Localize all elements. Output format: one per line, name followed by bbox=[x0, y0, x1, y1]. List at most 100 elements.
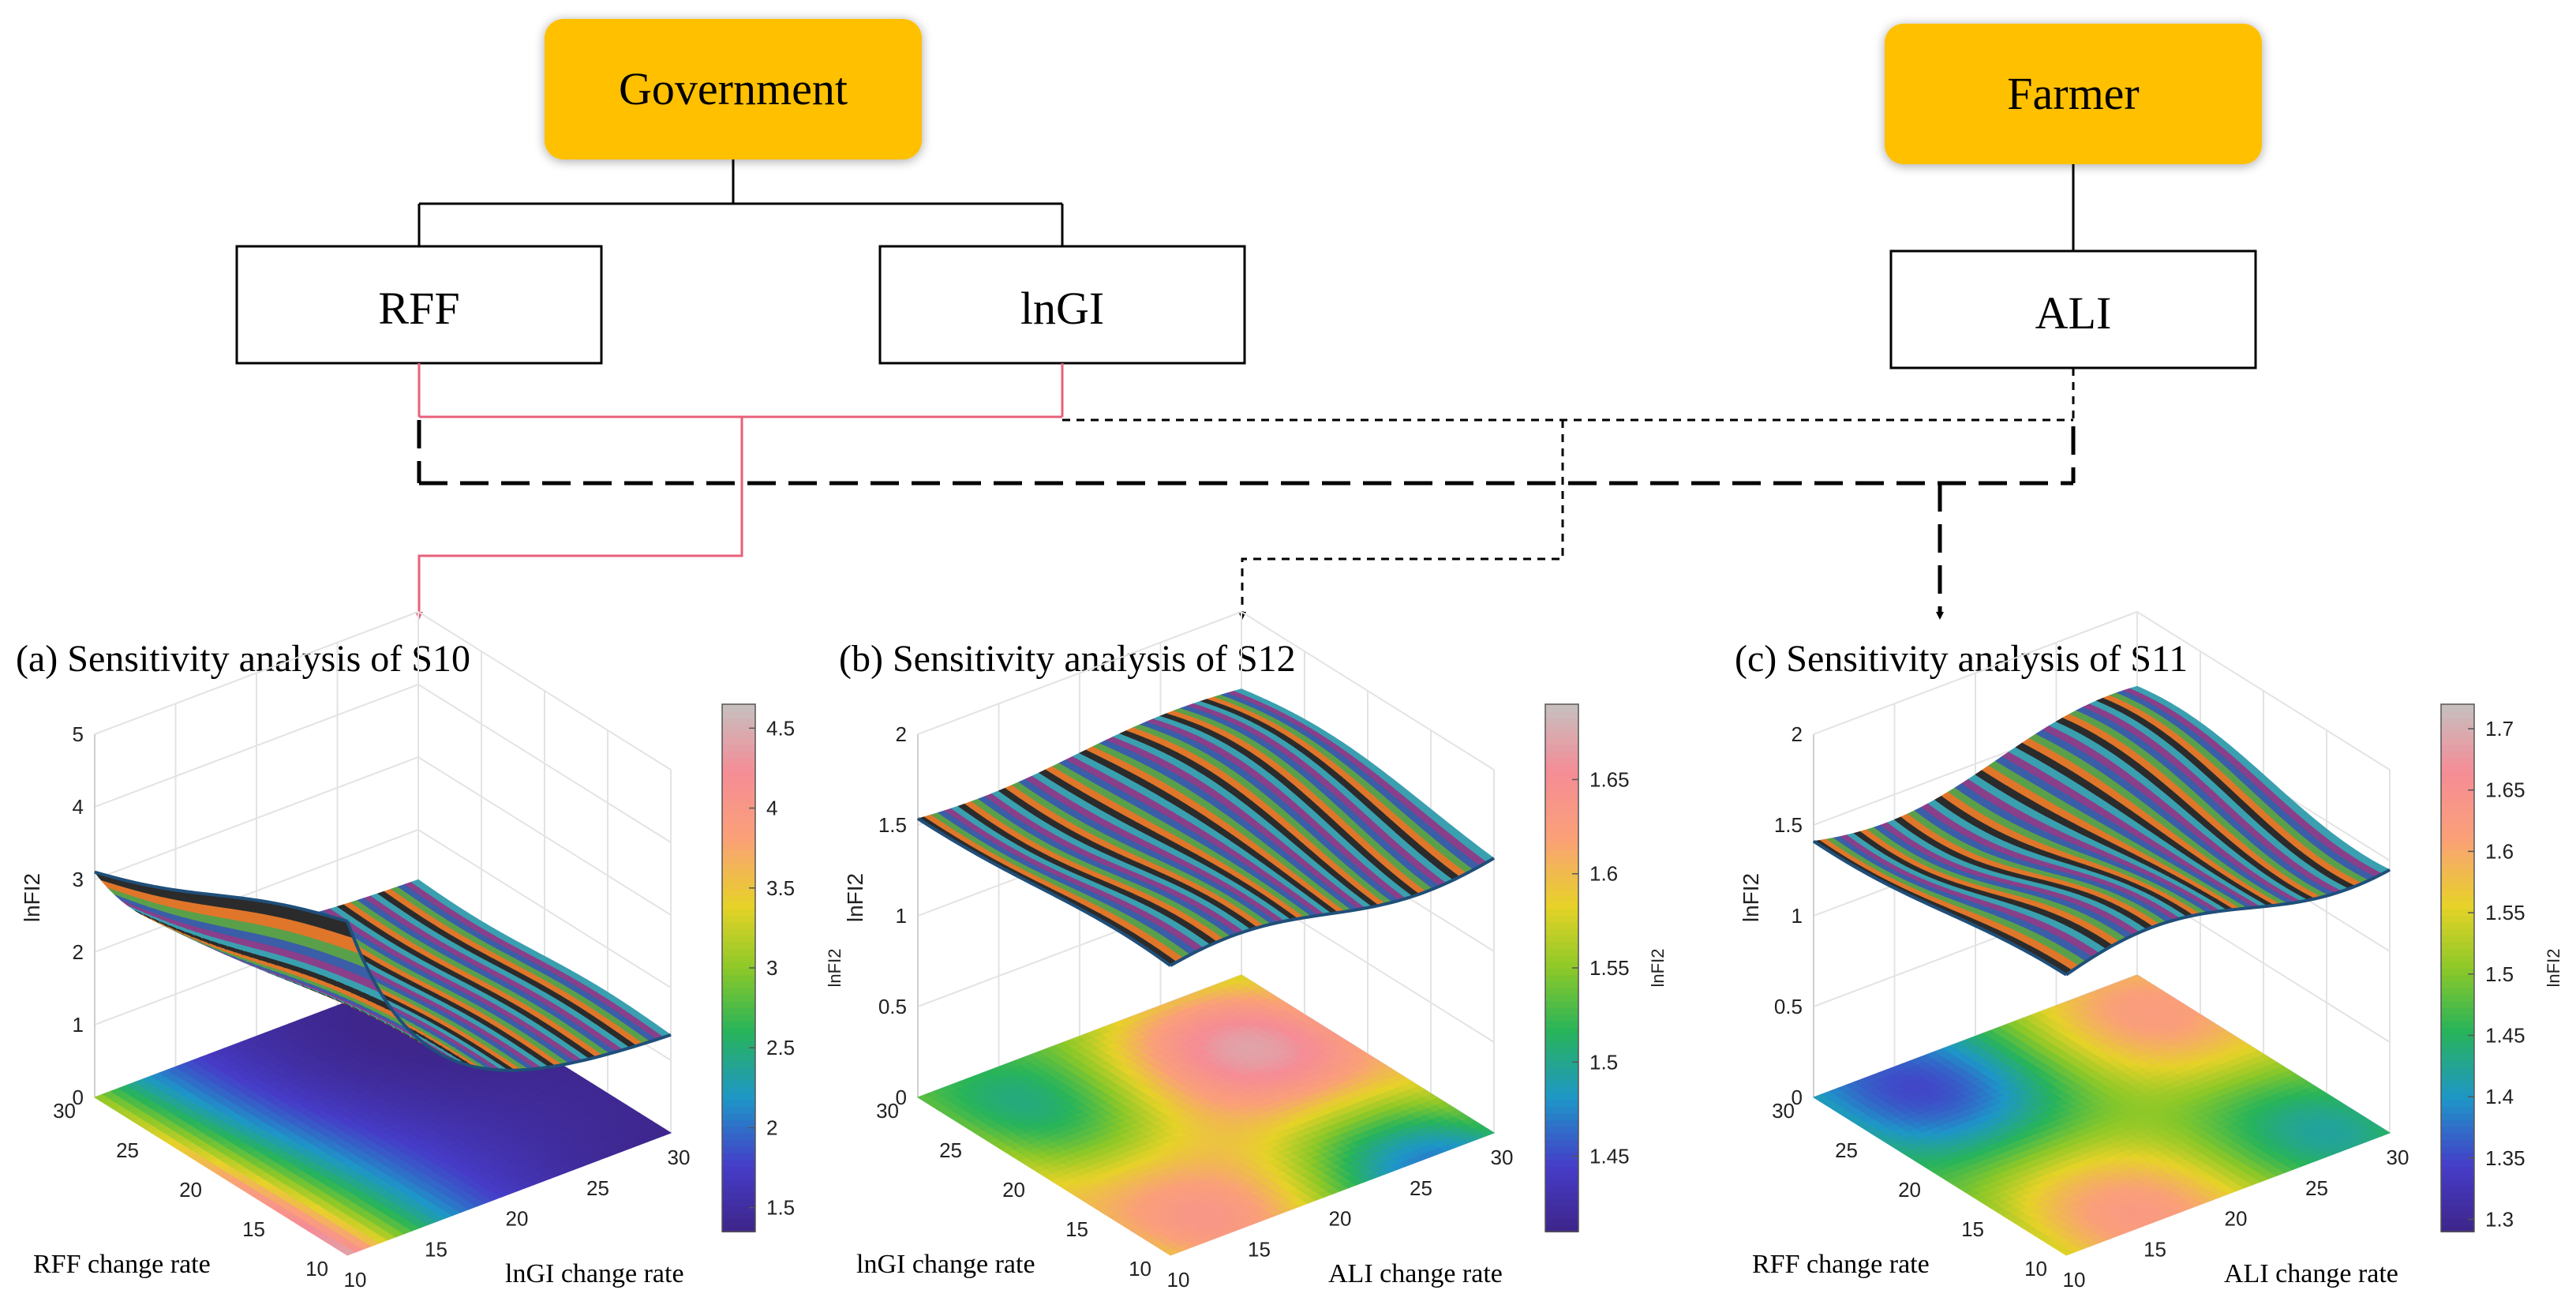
colorbar-tick-label: 1.55 bbox=[2485, 901, 2525, 924]
colorbar-label: lnFI2 bbox=[1648, 949, 1668, 988]
colorbar-tick-label: 1.45 bbox=[1589, 1145, 1630, 1168]
contour-floor bbox=[93, 974, 672, 1256]
y-tick-label: 30 bbox=[876, 1099, 899, 1123]
y-tick-label: 25 bbox=[1835, 1138, 1858, 1162]
link-s12 bbox=[1062, 368, 2075, 620]
x-axis-label: lnGI change rate bbox=[505, 1259, 684, 1288]
x-axis-label: ALI change rate bbox=[2224, 1259, 2398, 1288]
tree-connectors bbox=[417, 159, 2075, 251]
z-axis-label: lnFI2 bbox=[20, 873, 44, 922]
flow-diagram: Government Farmer RFF lnGI ALI bbox=[235, 19, 2262, 620]
contour-floor bbox=[1812, 974, 2391, 1256]
y-tick-label: 15 bbox=[1961, 1217, 1984, 1241]
y-tick-label: 20 bbox=[1898, 1178, 1921, 1202]
colorbar-tick-label: 1.5 bbox=[766, 1196, 795, 1220]
colorbar-tick-label: 1.55 bbox=[1589, 956, 1630, 980]
z-tick-label: 1 bbox=[1792, 904, 1803, 928]
surface-left-edge bbox=[1812, 839, 2068, 977]
z-tick-label: 2 bbox=[1792, 722, 1803, 746]
colorbar: 1.3 1.35 1.4 1.45 1.5 1.55 1.6 1.65 1.7 lnFI2 bbox=[2440, 703, 2563, 1232]
colorbar-tick-label: 1.35 bbox=[2485, 1146, 2525, 1170]
y-tick-label: 30 bbox=[53, 1099, 76, 1123]
y-tick-label: 15 bbox=[1065, 1217, 1088, 1241]
chart-title: (b) Sensitivity analysis of S12 bbox=[839, 638, 1296, 680]
colorbar-tick-label: 1.3 bbox=[2485, 1207, 2514, 1231]
colorbar-tick-label: 1.65 bbox=[1589, 767, 1630, 791]
colorbar-tick-label: 1.45 bbox=[2485, 1023, 2525, 1047]
x-tick-label: 20 bbox=[1329, 1207, 1352, 1231]
x-tick-label: 25 bbox=[1410, 1176, 1432, 1200]
z-tick-label: 2 bbox=[896, 722, 907, 746]
colorbar-tick-label: 1.7 bbox=[2485, 717, 2514, 741]
x-tick-label: 15 bbox=[1248, 1237, 1271, 1261]
ali-box bbox=[1889, 249, 2257, 369]
rff-label: RFF bbox=[378, 283, 459, 334]
surface-front-edge bbox=[1170, 857, 1496, 967]
surface-front-edge bbox=[346, 921, 672, 1072]
y-tick-label: 25 bbox=[939, 1138, 962, 1162]
colorbar-tick-label: 1.6 bbox=[1589, 862, 1618, 886]
z-axis-label: lnFI2 bbox=[1739, 873, 1763, 922]
ali-label: ALI bbox=[2035, 287, 2112, 339]
y-tick-label: 30 bbox=[1772, 1099, 1795, 1123]
y-tick-label: 25 bbox=[116, 1138, 139, 1162]
x-tick-label: 20 bbox=[2225, 1207, 2248, 1231]
x-axis-label: ALI change rate bbox=[1328, 1259, 1503, 1288]
x-tick-label: 30 bbox=[2387, 1146, 2409, 1169]
x-tick-label: 10 bbox=[344, 1268, 367, 1292]
y-axis-label: RFF change rate bbox=[1752, 1250, 1930, 1279]
x-tick-label: 30 bbox=[668, 1146, 691, 1169]
y-tick-label: 20 bbox=[1002, 1178, 1025, 1202]
z-tick-label: 5 bbox=[73, 722, 84, 746]
farmer-label: Farmer bbox=[2007, 68, 2140, 119]
link-s11 bbox=[417, 420, 2076, 620]
colorbar: 1.45 1.5 1.55 1.6 1.65 lnFI2 bbox=[1544, 703, 1668, 1232]
government-label: Government bbox=[619, 63, 848, 114]
z-tick-label: 1.5 bbox=[878, 813, 907, 837]
colorbar-label: lnFI2 bbox=[2544, 949, 2563, 988]
y-axis-label: lnGI change rate bbox=[856, 1250, 1035, 1279]
y-tick-label: 10 bbox=[1129, 1257, 1151, 1281]
colorbar-tick-label: 4.5 bbox=[766, 716, 795, 740]
z-tick-label: 3 bbox=[73, 868, 84, 891]
x-tick-label: 10 bbox=[2063, 1268, 2086, 1292]
surface-mesh bbox=[917, 688, 1495, 966]
z-tick-label: 1 bbox=[73, 1013, 84, 1037]
colorbar: 1.5 2 2.5 3 3.5 4 4.5 lnFI2 bbox=[721, 703, 844, 1232]
colorbar-tick-label: 1.4 bbox=[2485, 1085, 2514, 1108]
x-tick-label: 15 bbox=[425, 1237, 447, 1261]
lngi-label: lnGI bbox=[1020, 283, 1104, 334]
x-tick-label: 25 bbox=[2305, 1176, 2328, 1200]
x-tick-label: 15 bbox=[2144, 1237, 2166, 1261]
y-tick-label: 10 bbox=[305, 1257, 328, 1281]
surface-left-edge bbox=[94, 870, 348, 923]
chart-s11: (c) Sensitivity analysis of S11 0 0.5 1 1.5 2… bbox=[1735, 610, 2563, 1292]
surface-mesh bbox=[1812, 685, 2391, 976]
government-box bbox=[545, 19, 922, 159]
z-tick-label: 0.5 bbox=[1774, 995, 1803, 1018]
z-tick-label: 2 bbox=[73, 940, 84, 964]
colorbar-tick-label: 4 bbox=[766, 797, 777, 820]
surface-mesh bbox=[93, 871, 672, 1071]
colorbar-tick-label: 1.5 bbox=[2485, 962, 2514, 986]
surface-left-edge bbox=[916, 817, 1172, 967]
z-tick-label: 0 bbox=[73, 1086, 84, 1109]
chart-title: (a) Sensitivity analysis of S10 bbox=[16, 638, 470, 680]
z-tick-label: 0 bbox=[896, 1086, 907, 1109]
colorbar-tick-label: 2.5 bbox=[766, 1036, 795, 1059]
surface-front-edge bbox=[2065, 868, 2391, 977]
z-axis-label: lnFI2 bbox=[843, 873, 867, 922]
colorbar-tick-label: 3 bbox=[766, 956, 777, 980]
link-s10 bbox=[415, 363, 1064, 620]
chart-title: (c) Sensitivity analysis of S11 bbox=[1735, 638, 2188, 680]
colorbar-tick-label: 2 bbox=[766, 1116, 777, 1139]
z-tick-label: 0.5 bbox=[878, 995, 907, 1018]
farmer-box bbox=[1885, 24, 2262, 164]
colorbar-label: lnFI2 bbox=[825, 949, 844, 988]
x-tick-label: 20 bbox=[506, 1207, 529, 1231]
z-tick-label: 1.5 bbox=[1774, 813, 1803, 837]
y-tick-label: 20 bbox=[179, 1178, 202, 1202]
z-tick-label: 1 bbox=[896, 904, 907, 928]
x-tick-label: 10 bbox=[1167, 1268, 1190, 1292]
